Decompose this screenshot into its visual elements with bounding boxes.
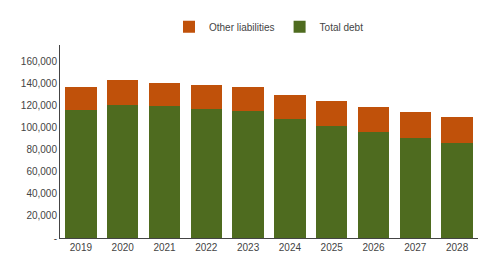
svg-text:80,000: 80,000: [26, 144, 57, 155]
svg-text:2024: 2024: [279, 242, 302, 253]
svg-text:2022: 2022: [195, 242, 218, 253]
svg-text:2023: 2023: [237, 242, 260, 253]
svg-text:120,000: 120,000: [21, 100, 58, 111]
svg-text:Other liabilities: Other liabilities: [209, 22, 275, 33]
svg-text:20,000: 20,000: [26, 210, 57, 221]
svg-text:60,000: 60,000: [26, 166, 57, 177]
svg-text:2026: 2026: [362, 242, 385, 253]
svg-text:2027: 2027: [404, 242, 427, 253]
svg-text:2028: 2028: [446, 242, 469, 253]
svg-text:2019: 2019: [70, 242, 93, 253]
svg-text:-: -: [54, 233, 57, 244]
svg-text:100,000: 100,000: [21, 122, 58, 133]
svg-text:2020: 2020: [112, 242, 135, 253]
svg-text:Total debt: Total debt: [320, 22, 364, 33]
svg-text:160,000: 160,000: [21, 56, 58, 67]
svg-text:2021: 2021: [153, 242, 176, 253]
svg-text:40,000: 40,000: [26, 188, 57, 199]
svg-text:140,000: 140,000: [21, 78, 58, 89]
svg-text:2025: 2025: [321, 242, 344, 253]
